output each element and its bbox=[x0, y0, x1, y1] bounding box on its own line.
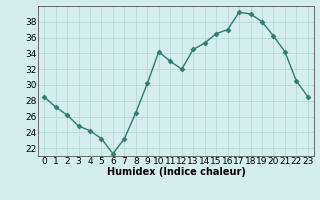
X-axis label: Humidex (Indice chaleur): Humidex (Indice chaleur) bbox=[107, 167, 245, 177]
